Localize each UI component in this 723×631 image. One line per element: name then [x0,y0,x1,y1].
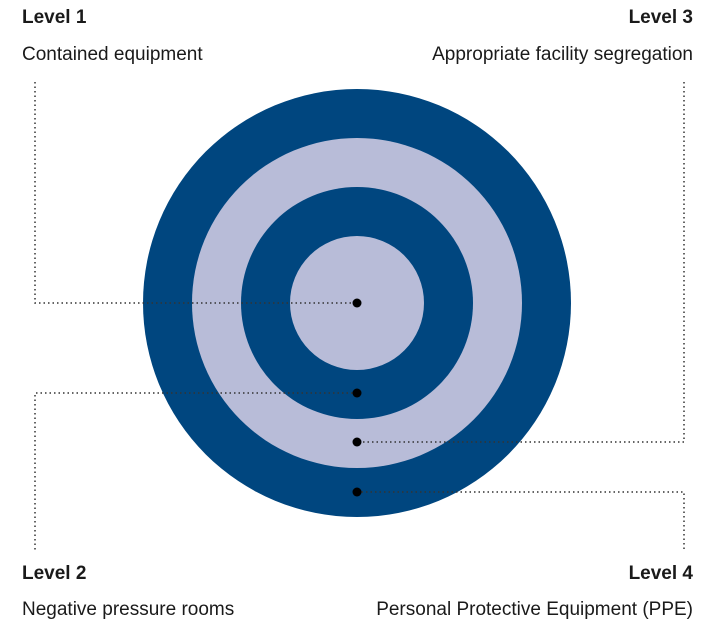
leader-line-level1 [34,82,357,304]
marker-dot-level1 [352,298,362,308]
level4-description: Personal Protective Equipment (PPE) [376,599,693,620]
level1-title: Level 1 [22,7,87,28]
leader-line-level3 [357,82,685,443]
level3-description: Appropriate facility segregation [432,44,693,65]
level1-description: Contained equipment [22,44,203,65]
marker-dot-level3 [352,437,362,447]
marker-dot-level2 [352,388,362,398]
level2-description: Negative pressure rooms [22,599,235,620]
level2-title: Level 2 [22,563,87,584]
level4-title: Level 4 [628,563,693,584]
marker-dot-level4 [352,487,362,497]
leader-line-level4 [357,491,685,551]
level3-title: Level 3 [628,7,693,28]
